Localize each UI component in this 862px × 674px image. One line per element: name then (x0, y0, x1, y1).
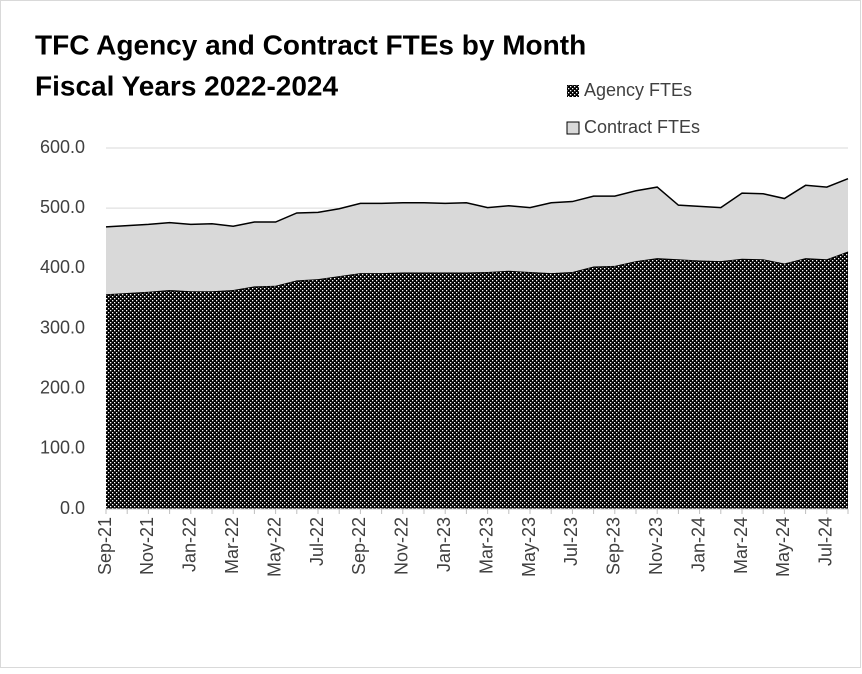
y-tick-label: 0.0 (60, 498, 85, 518)
area-outline (105, 177, 849, 228)
x-tick-label: Nov-22 (392, 517, 412, 575)
x-tick-label: Jul-22 (307, 517, 327, 566)
legend-swatch (567, 85, 579, 97)
x-tick-label: Sep-22 (349, 517, 369, 575)
x-tick-label: Jul-24 (816, 517, 836, 566)
y-tick-label: 200.0 (40, 377, 85, 397)
x-tick-label: Sep-21 (95, 517, 115, 575)
chart-title: TFC Agency and Contract FTEs by Month (35, 29, 586, 60)
x-tick-label: May-22 (264, 517, 284, 577)
x-tick-label: May-23 (519, 517, 539, 577)
y-tick-label: 400.0 (40, 257, 85, 277)
x-tick-label: Jan-23 (434, 517, 454, 572)
area (106, 251, 848, 509)
x-tick-label: Jul-23 (561, 517, 581, 566)
x-tick-label: Nov-23 (646, 517, 666, 575)
area (106, 178, 848, 295)
legend-label: Agency FTEs (584, 80, 692, 100)
chart-subtitle: Fiscal Years 2022-2024 (35, 70, 339, 101)
x-tick-label: Jan-22 (180, 517, 200, 572)
x-tick-label: Mar-22 (222, 517, 242, 574)
legend-swatch (566, 121, 580, 135)
y-tick-label: 100.0 (40, 438, 85, 458)
x-tick-label: Mar-23 (476, 517, 496, 574)
y-tick-label: 500.0 (40, 197, 85, 217)
x-tick-label: Nov-21 (137, 517, 157, 575)
y-tick-label: 600.0 (40, 137, 85, 157)
x-tick-label: Jan-24 (688, 517, 708, 572)
legend-label: Contract FTEs (584, 117, 700, 137)
x-tick-label: Mar-24 (731, 517, 751, 574)
x-tick-label: Sep-23 (604, 517, 624, 575)
x-tick-label: May-24 (773, 517, 793, 577)
y-tick-label: 300.0 (40, 317, 85, 337)
